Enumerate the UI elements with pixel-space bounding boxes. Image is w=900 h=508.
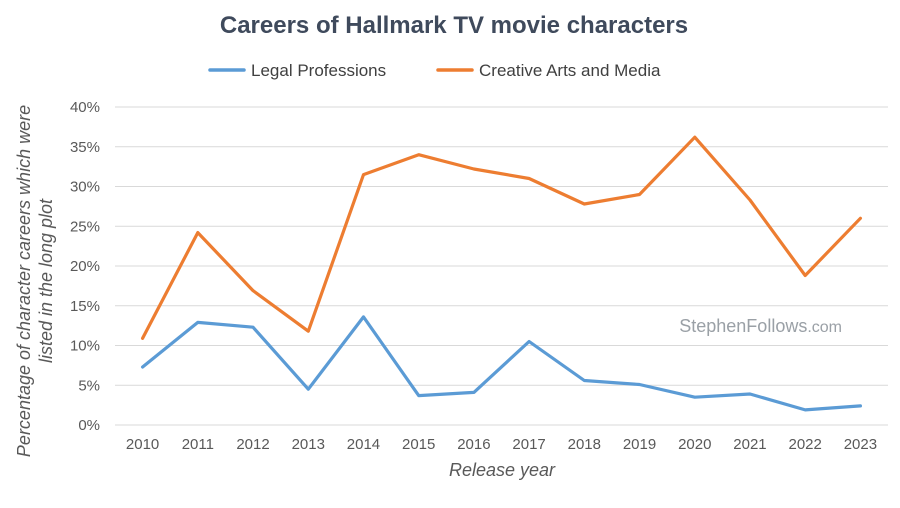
- series-line-creative-arts-and-media: [141, 135, 863, 340]
- watermark: StephenFollows.com: [679, 316, 842, 336]
- x-tick-label: 2010: [126, 436, 159, 453]
- y-tick-label: 30%: [70, 179, 100, 196]
- legend-label: Creative Arts and Media: [479, 61, 661, 80]
- series-lines: [141, 135, 863, 412]
- x-tick-label: 2013: [292, 436, 325, 453]
- x-tick-label: 2019: [623, 436, 656, 453]
- y-tick-label: 40%: [70, 99, 100, 116]
- x-tick-label: 2023: [844, 436, 877, 453]
- x-tick-label: 2020: [678, 436, 711, 453]
- watermark-main: StephenFollows: [679, 316, 807, 336]
- x-tick-label: 2018: [568, 436, 601, 453]
- legend-label: Legal Professions: [251, 61, 386, 80]
- x-tick-label: 2022: [788, 436, 821, 453]
- y-tick-label: 35%: [70, 139, 100, 156]
- y-tick-label: 10%: [70, 338, 100, 355]
- y-axis-ticks: 0% 5% 10% 15% 20% 25% 30% 35% 40%: [70, 99, 100, 434]
- x-tick-label: 2014: [347, 436, 380, 453]
- series-line-legal-professions: [141, 315, 863, 412]
- y-tick-label: 0%: [78, 417, 100, 434]
- y-axis-title-line-2: listed in the long plot: [36, 198, 56, 363]
- y-tick-label: 20%: [70, 258, 100, 275]
- x-tick-label: 2011: [182, 436, 214, 453]
- x-axis-title: Release year: [449, 460, 556, 480]
- y-tick-label: 5%: [78, 377, 100, 394]
- x-tick-label: 2021: [733, 436, 766, 453]
- x-axis-ticks: 2010 2011 2012 2013 2014 2015 2016 2017 2018 2019…: [126, 436, 877, 453]
- x-tick-label: 2017: [512, 436, 545, 453]
- watermark-suffix: .com: [807, 319, 842, 336]
- x-tick-label: 2012: [236, 436, 269, 453]
- y-axis-title-line-1: Percentage of character careers which we…: [14, 105, 34, 457]
- gridlines: [115, 106, 888, 426]
- x-tick-label: 2015: [402, 436, 435, 453]
- chart-title: Careers of Hallmark TV movie characters: [220, 12, 688, 39]
- legend: Legal Professions Creative Arts and Media: [208, 61, 661, 80]
- y-axis-title: Percentage of character careers which we…: [14, 105, 56, 457]
- y-tick-label: 15%: [70, 298, 100, 315]
- x-tick-label: 2016: [457, 436, 490, 453]
- y-tick-label: 25%: [70, 218, 100, 235]
